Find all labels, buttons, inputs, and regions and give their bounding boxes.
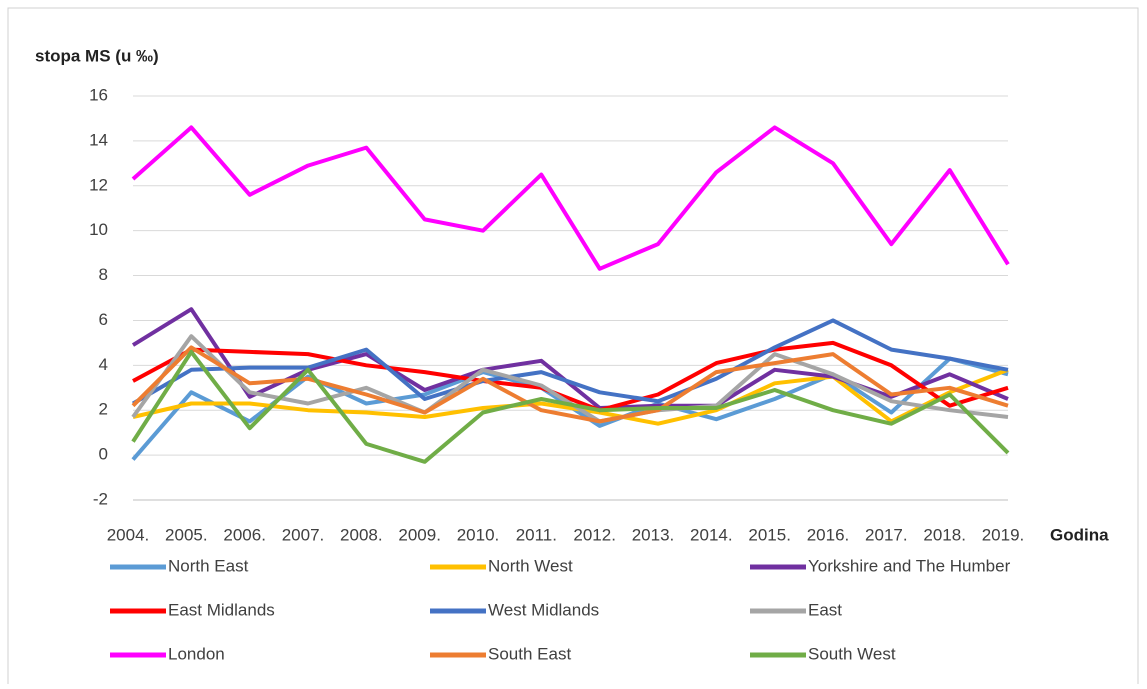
y-tick-label: 12	[89, 175, 108, 194]
x-tick-label: 2015.	[748, 525, 791, 544]
x-tick-label: 2014.	[690, 525, 733, 544]
series-line	[132, 367, 1009, 426]
x-tick-label: 2011.	[516, 525, 557, 544]
legend-label: East	[808, 600, 842, 619]
x-tick-label: 2016.	[807, 525, 850, 544]
legend-label: East Midlands	[168, 600, 275, 619]
series-line	[131, 345, 1009, 424]
y-tick-label: 4	[99, 355, 108, 374]
y-tick-label: 0	[99, 445, 108, 464]
legend-label: South East	[488, 644, 571, 663]
series-line	[131, 318, 1009, 406]
x-axis-title: Godina	[1050, 525, 1109, 544]
x-tick-label: 2012.	[573, 525, 616, 544]
x-tick-label: 2009.	[398, 525, 441, 544]
y-tick-label: 8	[99, 265, 108, 284]
x-tick-label: 2007.	[282, 525, 325, 544]
legend-label: Yorkshire and The Humber	[808, 556, 1011, 575]
x-tick-label: 2018.	[923, 525, 966, 544]
series-line	[131, 349, 1010, 464]
legend-label: London	[168, 644, 225, 663]
y-axis-title: stopa MS (u ‰)	[35, 46, 159, 65]
y-tick-label: -2	[93, 489, 108, 508]
chart-border	[7, 7, 1139, 689]
y-tick-label: 6	[99, 310, 108, 329]
x-tick-label: 2005.	[165, 525, 208, 544]
x-tick-label: 2017.	[865, 525, 908, 544]
x-tick-label: 2008.	[340, 525, 383, 544]
x-tick-label: 2010.	[457, 525, 500, 544]
legend-label: South West	[808, 644, 896, 663]
x-tick-label: 2006.	[223, 525, 266, 544]
x-tick-label: 2013.	[632, 525, 675, 544]
legend-label: North West	[488, 556, 573, 575]
legend-label: West Midlands	[488, 600, 599, 619]
y-tick-label: 16	[89, 85, 108, 104]
series-line	[131, 125, 1010, 271]
y-tick-label: 10	[89, 220, 108, 239]
x-tick-label: 2019.	[982, 525, 1025, 544]
y-tick-label: 14	[89, 130, 108, 149]
x-tick-label: 2004.	[107, 525, 150, 544]
series-line	[132, 340, 1009, 413]
legend-label: North East	[168, 556, 249, 575]
y-tick-label: 2	[99, 400, 108, 419]
